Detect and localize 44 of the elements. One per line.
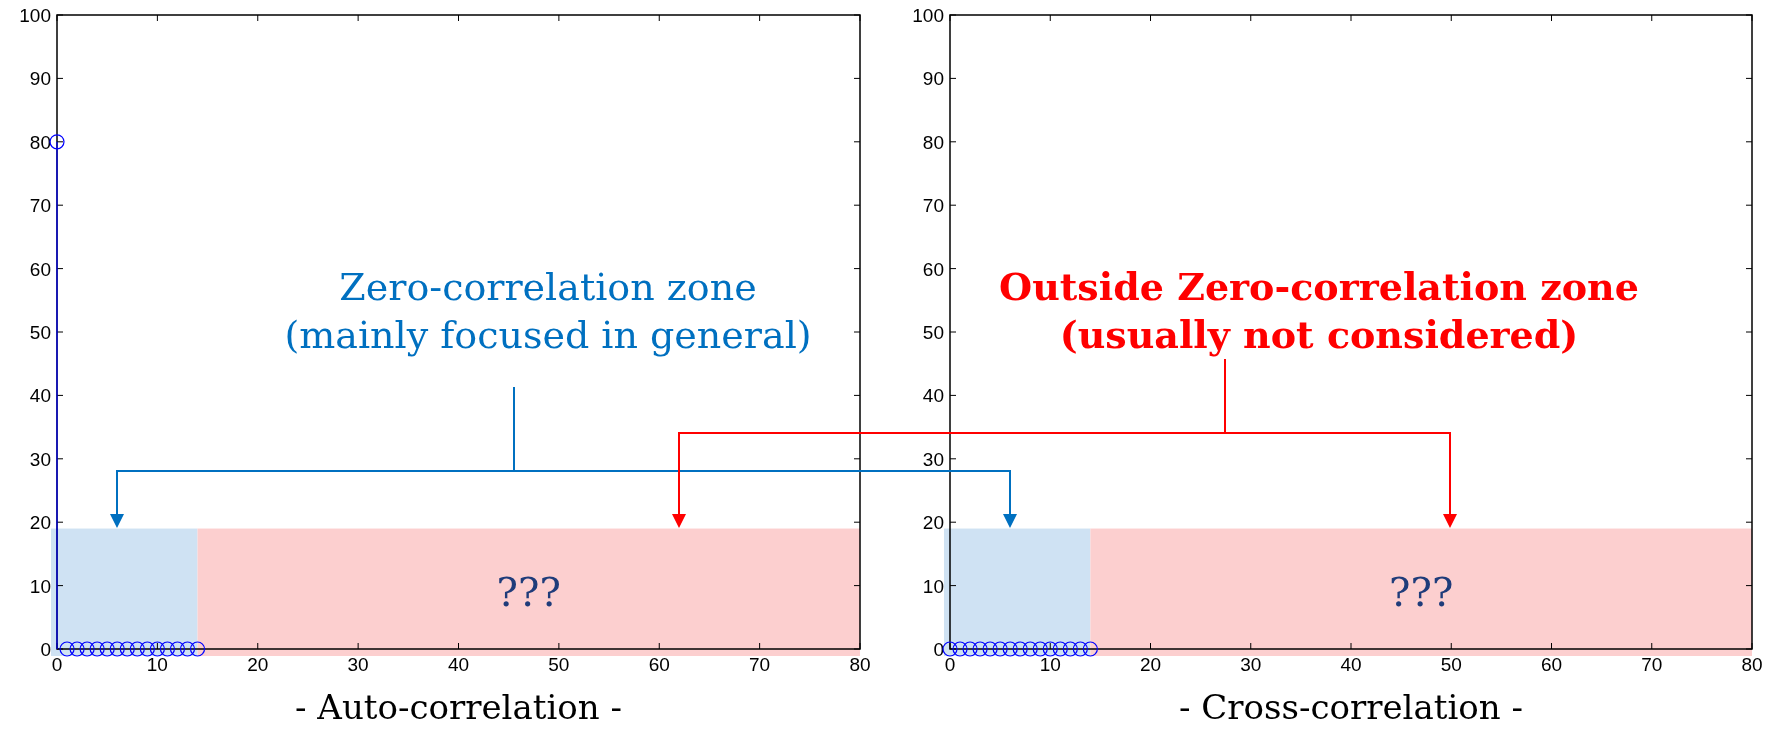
y-tick-label: 40 xyxy=(29,385,51,407)
x-tick-label: 70 xyxy=(749,654,771,675)
x-tick-label: 20 xyxy=(1139,654,1162,675)
x-tick-label: 70 xyxy=(1641,654,1663,675)
y-tick-label: 10 xyxy=(922,575,944,597)
annotation: Outside Zero-correlation zone (usually not considered) xyxy=(999,264,1639,357)
x-tick-label: 80 xyxy=(849,654,871,675)
y-tick-label: 0 xyxy=(933,639,944,660)
y-tick-label: 30 xyxy=(29,448,51,470)
y-tick-label: 90 xyxy=(29,68,51,90)
y-tick-label: 30 xyxy=(922,448,944,470)
x-tick-label: 80 xyxy=(1741,654,1763,675)
y-tick-label: 100 xyxy=(19,5,51,26)
y-tick-label: 50 xyxy=(922,322,944,343)
x-tick-label: 40 xyxy=(1340,654,1362,675)
annotation: Zero-correlation zone (mainly focused in general) xyxy=(284,265,812,357)
y-tick-label: 60 xyxy=(29,258,51,280)
x-tick-label: 30 xyxy=(347,654,369,675)
y-tick-label: 50 xyxy=(29,322,51,343)
y-tick-label: 100 xyxy=(912,5,944,26)
band-label: ??? xyxy=(496,569,561,616)
x-tick-label: 10 xyxy=(146,654,168,675)
y-tick-label: 40 xyxy=(922,385,944,407)
y-tick-label: 70 xyxy=(922,195,944,217)
band-label: ??? xyxy=(1389,569,1454,616)
y-tick-label: 20 xyxy=(29,512,51,534)
x-tick-label: 30 xyxy=(1240,654,1262,675)
x-tick-label: 20 xyxy=(247,654,269,675)
y-tick-label: 70 xyxy=(29,195,51,217)
y-tick-label: 90 xyxy=(922,68,944,90)
x-tick-label: 10 xyxy=(1039,654,1061,675)
x-axis-title: - Auto-correlation - xyxy=(295,687,622,727)
x-tick-label: 60 xyxy=(1540,654,1563,675)
x-tick-label: 50 xyxy=(1440,654,1462,675)
y-tick-label: 80 xyxy=(29,131,51,153)
y-tick-label: 20 xyxy=(922,512,944,534)
x-tick-label: 50 xyxy=(548,654,570,675)
y-tick-label: 10 xyxy=(29,575,51,597)
y-tick-label: 0 xyxy=(40,639,51,660)
y-tick-label: 80 xyxy=(922,131,944,153)
x-axis-title: - Cross-correlation - xyxy=(1179,687,1523,727)
x-tick-label: 60 xyxy=(648,654,670,675)
y-tick-label: 60 xyxy=(922,258,944,280)
x-tick-label: 40 xyxy=(447,654,470,675)
